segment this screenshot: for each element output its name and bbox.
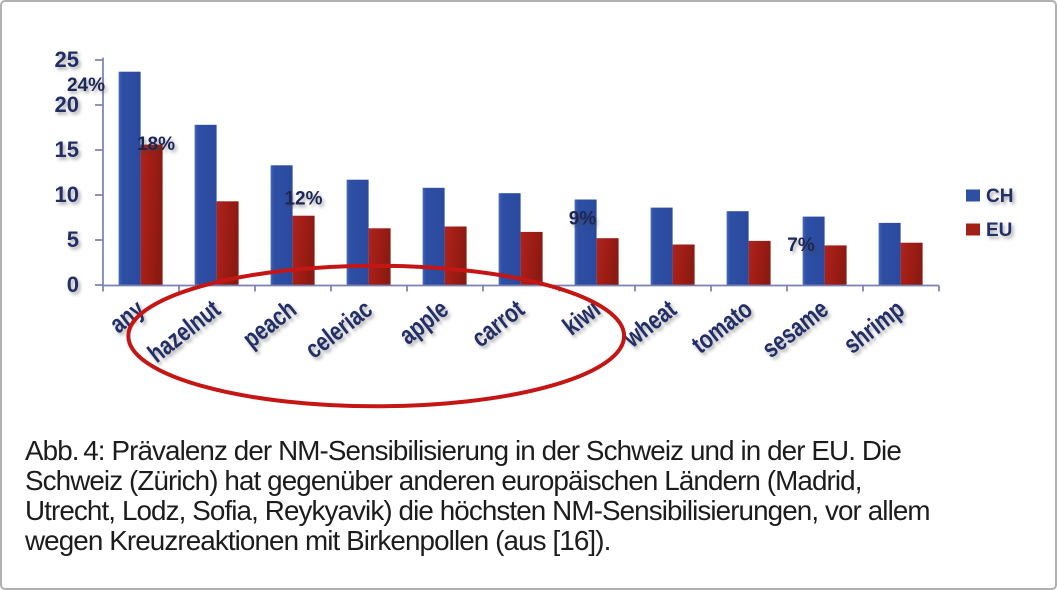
svg-text:EU: EU <box>986 220 1012 241</box>
svg-text:shrimp: shrimp <box>837 294 909 360</box>
svg-text:kiwi: kiwi <box>557 294 606 342</box>
svg-text:15: 15 <box>55 137 79 162</box>
svg-text:apple: apple <box>393 294 454 351</box>
svg-text:9%: 9% <box>569 209 597 230</box>
svg-text:tomato: tomato <box>686 294 758 360</box>
svg-text:18%: 18% <box>137 134 175 155</box>
svg-text:sesame: sesame <box>756 294 834 364</box>
svg-text:24%: 24% <box>67 75 105 96</box>
svg-text:CH: CH <box>986 186 1013 207</box>
svg-text:carrot: carrot <box>466 293 530 353</box>
svg-text:5: 5 <box>67 227 79 252</box>
svg-text:0: 0 <box>67 272 79 297</box>
svg-text:20: 20 <box>55 92 79 117</box>
svg-text:7%: 7% <box>787 235 815 256</box>
svg-text:peach: peach <box>237 294 302 354</box>
svg-text:10: 10 <box>55 182 79 207</box>
svg-text:wheat: wheat <box>617 293 682 353</box>
svg-text:12%: 12% <box>284 189 322 210</box>
svg-text:25: 25 <box>55 47 79 72</box>
svg-text:celeriac: celeriac <box>299 294 378 365</box>
